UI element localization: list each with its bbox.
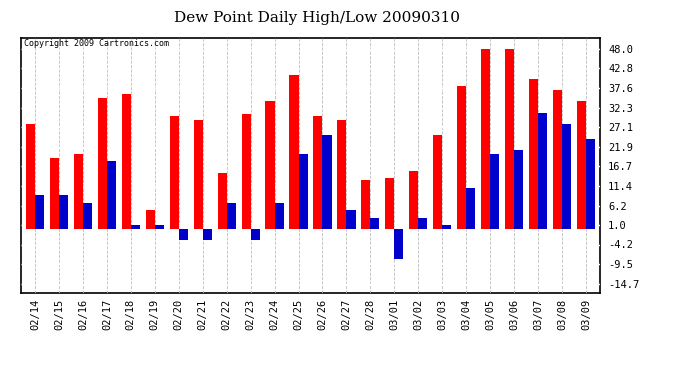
Text: Dew Point Daily High/Low 20090310: Dew Point Daily High/Low 20090310 xyxy=(175,11,460,25)
Bar xyxy=(146,210,155,229)
Bar xyxy=(241,114,250,229)
Bar xyxy=(481,49,490,229)
Bar xyxy=(50,158,59,229)
Bar xyxy=(538,112,547,229)
Bar xyxy=(217,172,227,229)
Bar xyxy=(346,210,355,229)
Bar xyxy=(170,116,179,229)
Bar xyxy=(266,101,275,229)
Bar xyxy=(371,217,380,229)
Bar xyxy=(514,150,523,229)
Bar xyxy=(490,154,500,229)
Bar xyxy=(26,124,35,229)
Bar xyxy=(74,154,83,229)
Bar xyxy=(227,202,236,229)
Bar xyxy=(275,202,284,229)
Bar xyxy=(98,98,107,229)
Bar xyxy=(553,90,562,229)
Bar xyxy=(505,49,514,229)
Bar xyxy=(313,116,322,229)
Bar xyxy=(362,180,371,229)
Bar xyxy=(59,195,68,229)
Text: Copyright 2009 Cartronics.com: Copyright 2009 Cartronics.com xyxy=(23,39,168,48)
Bar xyxy=(409,171,418,229)
Bar xyxy=(203,229,212,240)
Bar xyxy=(194,120,203,229)
Bar xyxy=(121,94,131,229)
Bar xyxy=(442,225,451,229)
Bar xyxy=(35,195,44,229)
Bar xyxy=(289,75,299,229)
Bar xyxy=(83,202,92,229)
Bar xyxy=(155,225,164,229)
Bar xyxy=(433,135,442,229)
Bar xyxy=(179,229,188,240)
Bar xyxy=(385,178,394,229)
Bar xyxy=(322,135,332,229)
Bar xyxy=(529,79,538,229)
Bar xyxy=(131,225,140,229)
Bar xyxy=(299,154,308,229)
Bar xyxy=(394,229,404,259)
Bar xyxy=(586,139,595,229)
Bar xyxy=(457,86,466,229)
Bar xyxy=(337,120,346,229)
Bar xyxy=(466,188,475,229)
Bar xyxy=(418,217,427,229)
Bar xyxy=(562,124,571,229)
Bar xyxy=(250,229,259,240)
Bar xyxy=(577,101,586,229)
Bar xyxy=(107,161,116,229)
